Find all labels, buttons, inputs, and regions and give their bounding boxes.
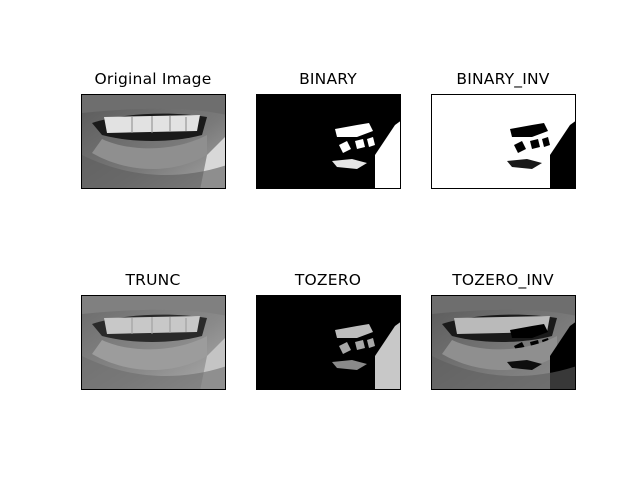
title-trunc: TRUNC [53,271,253,289]
image-binary [256,94,401,189]
title-binary: BINARY [228,70,428,88]
title-original: Original Image [53,70,253,88]
image-trunc [81,295,226,390]
panel-binary-inv [431,94,576,189]
image-tozero-inv [431,295,576,390]
panel-tozero [256,295,401,390]
panel-trunc [81,295,226,390]
image-binary-inv [431,94,576,189]
image-original [81,94,226,189]
title-binary-inv: BINARY_INV [403,70,603,88]
title-tozero: TOZERO [228,271,428,289]
image-tozero [256,295,401,390]
panel-tozero-inv [431,295,576,390]
panel-binary [256,94,401,189]
title-tozero-inv: TOZERO_INV [403,271,603,289]
panel-original-image [81,94,226,189]
